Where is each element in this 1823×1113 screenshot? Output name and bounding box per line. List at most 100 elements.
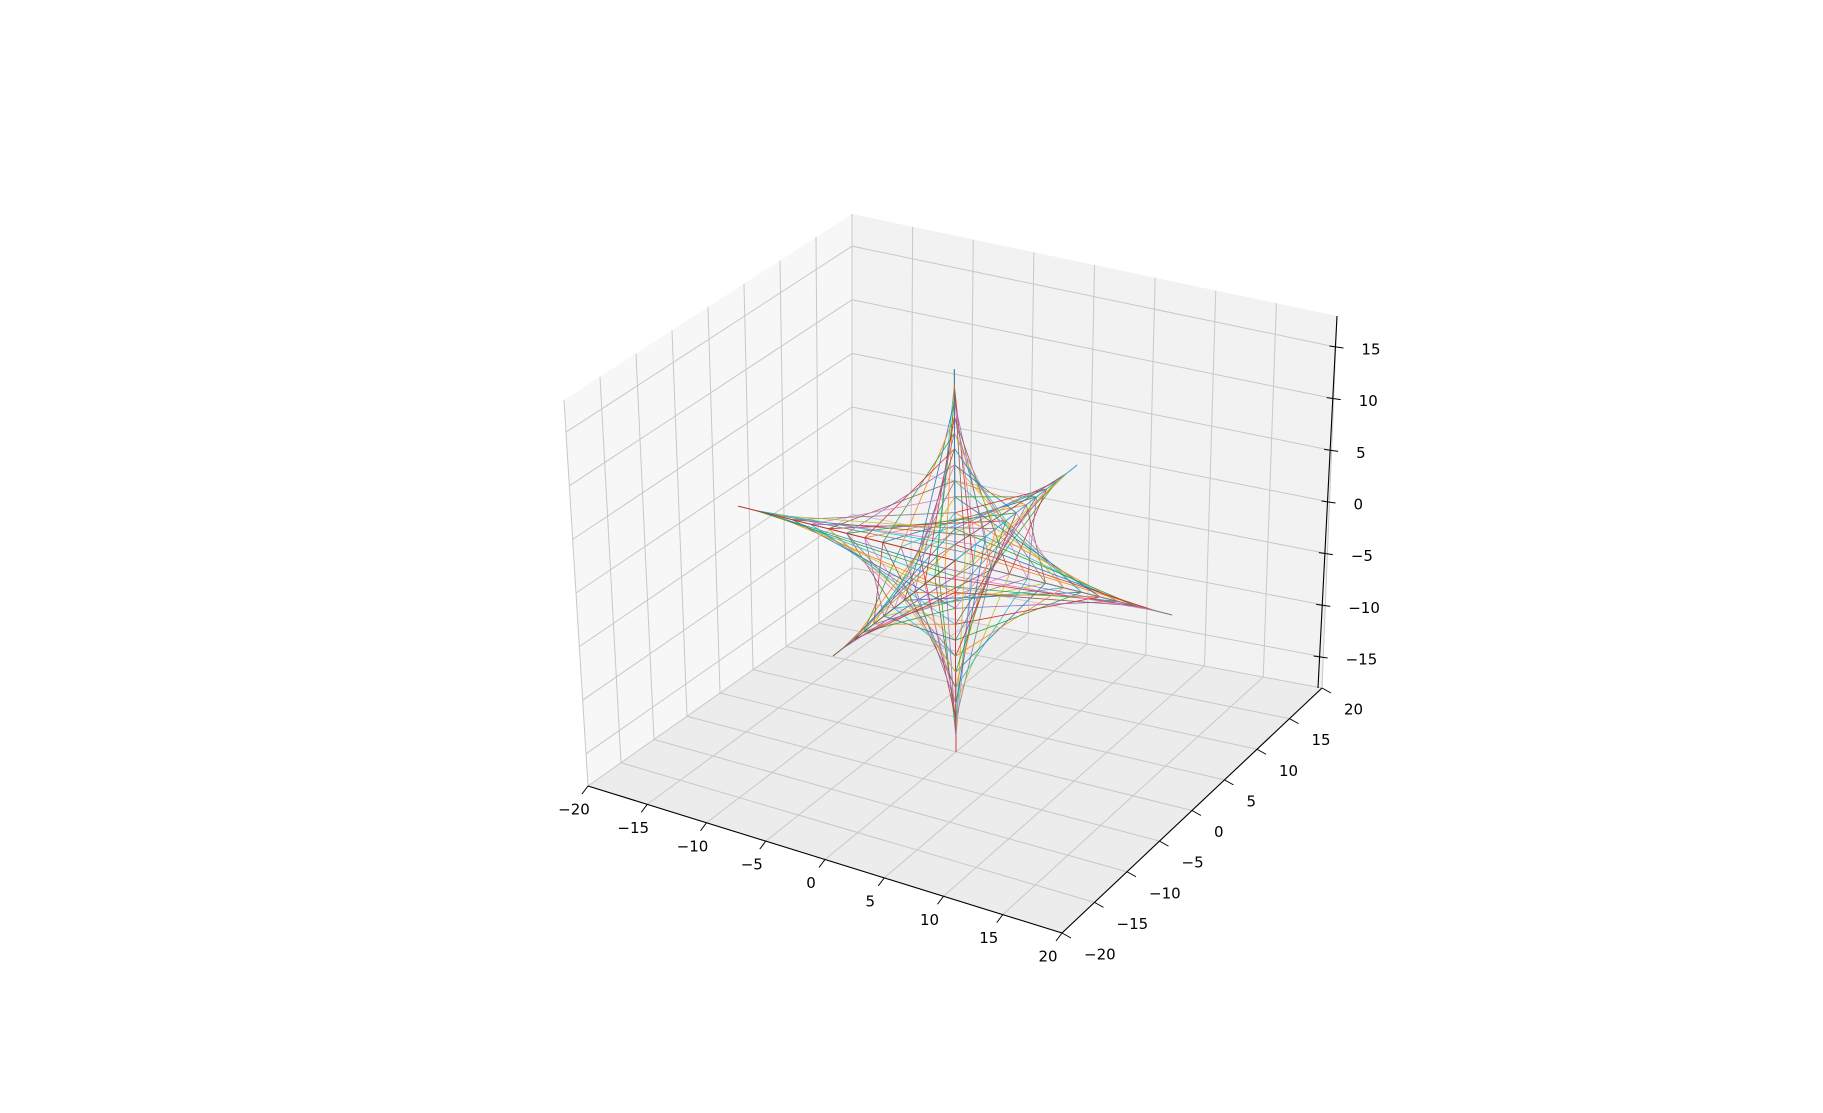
wire-segment bbox=[853, 592, 956, 641]
z-tick bbox=[1321, 500, 1336, 504]
grid-left-z bbox=[572, 352, 853, 540]
grid-floor-y bbox=[653, 739, 1128, 873]
grid-floor-y bbox=[785, 646, 1258, 750]
wire-segment bbox=[954, 544, 1155, 611]
grid-floor-y bbox=[620, 762, 1095, 903]
x-tick-label: −20 bbox=[558, 801, 590, 819]
x-tick bbox=[581, 785, 589, 795]
y-tick-label: 0 bbox=[1214, 823, 1224, 841]
y-tick bbox=[1159, 840, 1169, 847]
wire-segment bbox=[842, 544, 956, 649]
y-tick bbox=[1321, 687, 1332, 694]
x-tick bbox=[759, 840, 767, 850]
wire-segment bbox=[955, 480, 1058, 593]
grid-back-z bbox=[851, 245, 1336, 348]
grid-left-z bbox=[569, 299, 853, 487]
z-tick bbox=[1326, 397, 1341, 401]
wire-segment bbox=[954, 464, 1078, 561]
x-tick bbox=[700, 822, 707, 832]
wire-segment bbox=[756, 510, 956, 545]
grid-floor-y bbox=[686, 715, 1160, 842]
grid-back-z bbox=[851, 299, 1334, 400]
z-tick-label: −10 bbox=[1348, 599, 1380, 617]
x-tick-label: 5 bbox=[865, 892, 875, 910]
y-tick bbox=[1191, 810, 1202, 816]
y-tick bbox=[1094, 901, 1104, 908]
z-tick bbox=[1324, 448, 1339, 452]
y-tick-label: 5 bbox=[1247, 792, 1257, 810]
x-tick bbox=[996, 914, 1004, 923]
x-tick-label: 15 bbox=[979, 929, 998, 947]
y-tick bbox=[1256, 748, 1267, 755]
y-tick bbox=[1061, 932, 1072, 939]
grid-floor-y bbox=[752, 669, 1225, 781]
wire-segment bbox=[756, 510, 956, 577]
z-tick-label: 10 bbox=[1359, 392, 1378, 410]
grid-floor-y bbox=[818, 622, 1290, 720]
x-tick-label: 10 bbox=[920, 911, 939, 929]
y-tick-label: 10 bbox=[1279, 762, 1298, 780]
y-tick bbox=[1289, 718, 1299, 725]
y-tick-label: 15 bbox=[1312, 731, 1331, 749]
axes-panes bbox=[564, 214, 1337, 933]
wire-segment bbox=[944, 568, 1155, 611]
x-tick-label: −10 bbox=[677, 837, 709, 855]
x-tick bbox=[877, 877, 885, 887]
x-tick bbox=[818, 859, 826, 868]
wire-segment bbox=[756, 510, 966, 553]
grid-left-z bbox=[582, 513, 853, 701]
grid-back-z bbox=[851, 567, 1324, 658]
x-tick-label: −15 bbox=[617, 819, 649, 837]
y-tick-label: −20 bbox=[1084, 946, 1116, 964]
z-tick bbox=[1313, 655, 1328, 659]
y-tick bbox=[1224, 779, 1234, 786]
grid-back-z bbox=[851, 406, 1330, 503]
wire-segment bbox=[738, 505, 956, 561]
wire-segment bbox=[934, 576, 1137, 607]
grid-back-z bbox=[851, 460, 1328, 555]
z-tick-label: −15 bbox=[1346, 651, 1378, 669]
z-tick-label: 5 bbox=[1356, 444, 1366, 462]
wireframe-surface bbox=[738, 369, 1173, 752]
grid-left-z bbox=[579, 460, 853, 648]
grid-left-z bbox=[575, 406, 853, 594]
pane-back bbox=[852, 214, 1337, 688]
grid-back-z bbox=[851, 352, 1332, 451]
wire-segment bbox=[832, 560, 956, 657]
wire-segment bbox=[955, 576, 1155, 611]
wire-segment bbox=[954, 472, 1068, 545]
x-tick bbox=[640, 804, 648, 813]
pane-floor bbox=[588, 600, 1322, 933]
grid-left-z bbox=[585, 567, 853, 755]
tick-marks bbox=[581, 345, 1344, 942]
z-tick-label: 0 bbox=[1354, 496, 1364, 514]
x-tick bbox=[1055, 932, 1063, 942]
wire-segment bbox=[774, 514, 956, 529]
z-tick bbox=[1318, 552, 1333, 556]
y-tick bbox=[1126, 871, 1137, 878]
x-tick-label: 20 bbox=[1038, 948, 1057, 966]
grid-back-z bbox=[851, 513, 1326, 606]
y-tick-label: 20 bbox=[1344, 701, 1363, 719]
wire-segment bbox=[954, 472, 1068, 577]
wire-segment bbox=[955, 592, 1137, 607]
x-tick-label: 0 bbox=[806, 874, 816, 892]
x-tick bbox=[937, 895, 944, 905]
wire-segment bbox=[774, 514, 976, 545]
grid-left-z bbox=[565, 245, 853, 433]
z-tick bbox=[1329, 345, 1344, 349]
wire-segment bbox=[842, 576, 956, 649]
wire-segment bbox=[955, 560, 1173, 616]
z-tick bbox=[1316, 603, 1331, 607]
z-tick-label: 15 bbox=[1361, 341, 1380, 359]
wire-segment bbox=[954, 480, 1057, 529]
x-tick-label: −5 bbox=[741, 856, 763, 874]
y-tick-label: −10 bbox=[1149, 884, 1181, 902]
y-tick-label: −15 bbox=[1117, 915, 1149, 933]
y-tick-label: −5 bbox=[1182, 854, 1204, 872]
wire-segment bbox=[853, 528, 956, 641]
wire-segment bbox=[954, 528, 1137, 607]
z-tick-label: −5 bbox=[1351, 547, 1373, 565]
